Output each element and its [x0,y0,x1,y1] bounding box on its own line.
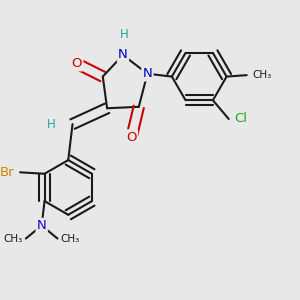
Text: CH₃: CH₃ [60,233,80,244]
Text: N: N [142,67,152,80]
Text: O: O [126,130,137,143]
Text: Br: Br [0,166,14,179]
Text: H: H [120,28,129,41]
Text: O: O [72,57,82,70]
Text: H: H [46,118,55,130]
Text: CH₃: CH₃ [4,233,23,244]
Text: N: N [37,219,46,232]
Text: Cl: Cl [235,112,248,125]
Text: CH₃: CH₃ [253,70,272,80]
Text: N: N [118,49,128,62]
